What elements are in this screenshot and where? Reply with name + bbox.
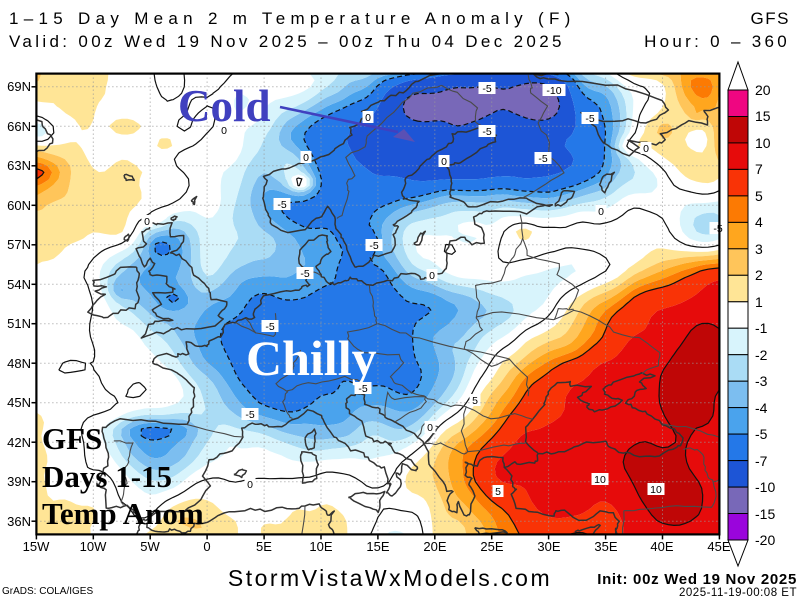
svg-text:5: 5 (755, 188, 763, 204)
svg-text:Cold: Cold (178, 81, 271, 131)
svg-text:-5: -5 (369, 240, 378, 252)
svg-text:2025-11-19-00:08 ET: 2025-11-19-00:08 ET (679, 587, 797, 599)
svg-text:10: 10 (755, 135, 771, 151)
svg-text:-10: -10 (546, 85, 561, 97)
svg-text:-5: -5 (245, 409, 254, 421)
svg-text:Chilly: Chilly (246, 330, 377, 386)
svg-text:10W: 10W (80, 539, 107, 554)
svg-text:45N: 45N (7, 395, 31, 410)
svg-text:-10: -10 (755, 479, 775, 495)
svg-text:GrADS: COLA/IGES: GrADS: COLA/IGES (2, 586, 93, 597)
svg-text:10: 10 (650, 484, 662, 496)
svg-text:Init: 00z Wed 19 Nov 2025: Init: 00z Wed 19 Nov 2025 (597, 571, 797, 588)
svg-text:-4: -4 (755, 400, 768, 416)
svg-text:42N: 42N (7, 435, 31, 450)
svg-text:15: 15 (755, 108, 771, 124)
svg-text:-5: -5 (358, 383, 367, 395)
svg-text:40E: 40E (650, 539, 673, 554)
svg-text:69N: 69N (7, 79, 31, 94)
svg-text:63N: 63N (7, 158, 31, 173)
svg-text:51N: 51N (7, 316, 31, 331)
svg-text:StormVistaWxModels.com: StormVistaWxModels.com (228, 565, 552, 591)
svg-text:0: 0 (144, 216, 150, 228)
svg-text:-5: -5 (585, 113, 594, 125)
svg-text:5E: 5E (256, 539, 272, 554)
svg-text:-5: -5 (482, 83, 491, 95)
svg-text:0: 0 (441, 156, 447, 168)
svg-text:-3: -3 (755, 373, 768, 389)
svg-text:Valid: 00z Wed 19 Nov 2025 – 0: Valid: 00z Wed 19 Nov 2025 – 00z Thu 04 … (9, 32, 565, 51)
svg-text:57N: 57N (7, 237, 31, 252)
svg-text:-2: -2 (755, 347, 768, 363)
svg-text:45E: 45E (707, 539, 730, 554)
svg-text:39N: 39N (7, 474, 31, 489)
svg-text:-5: -5 (482, 126, 491, 138)
svg-text:0: 0 (221, 125, 227, 137)
svg-text:-15: -15 (755, 506, 775, 522)
svg-text:10E: 10E (309, 539, 332, 554)
svg-text:-5: -5 (755, 426, 768, 442)
svg-text:1–15 Day Mean 2 m Temperature: 1–15 Day Mean 2 m Temperature Anomaly (F… (9, 9, 576, 28)
svg-text:0: 0 (247, 479, 253, 491)
svg-text:Temp Anom: Temp Anom (42, 496, 204, 531)
svg-text:1: 1 (755, 294, 763, 310)
svg-text:Days 1-15: Days 1-15 (42, 459, 172, 494)
svg-text:5: 5 (472, 395, 478, 407)
svg-text:2: 2 (755, 267, 763, 283)
svg-text:Hour: 0 – 360: Hour: 0 – 360 (644, 32, 790, 51)
svg-text:-1: -1 (755, 320, 768, 336)
svg-text:5: 5 (495, 486, 501, 498)
svg-text:-5: -5 (277, 199, 286, 211)
svg-text:-7: -7 (755, 453, 768, 469)
svg-text:0: 0 (427, 422, 433, 434)
svg-text:0: 0 (643, 143, 649, 155)
svg-text:0: 0 (365, 112, 371, 124)
svg-text:0: 0 (203, 539, 210, 554)
svg-text:4: 4 (755, 214, 763, 230)
svg-text:36N: 36N (7, 514, 31, 529)
svg-text:15W: 15W (23, 539, 50, 554)
svg-text:66N: 66N (7, 119, 31, 134)
svg-text:7: 7 (755, 161, 763, 177)
svg-text:GFS: GFS (751, 9, 790, 28)
svg-text:-5: -5 (538, 153, 547, 165)
svg-text:48N: 48N (7, 356, 31, 371)
svg-text:5W: 5W (140, 539, 160, 554)
svg-text:-5: -5 (265, 321, 274, 333)
svg-text:0: 0 (598, 206, 604, 218)
svg-text:GFS: GFS (42, 421, 102, 456)
svg-text:20E: 20E (423, 539, 446, 554)
svg-text:0: 0 (303, 152, 309, 164)
svg-text:10: 10 (594, 474, 606, 486)
svg-text:-20: -20 (755, 532, 775, 548)
svg-text:54N: 54N (7, 277, 31, 292)
svg-text:-5: -5 (300, 268, 309, 280)
svg-text:35E: 35E (594, 539, 617, 554)
svg-text:25E: 25E (480, 539, 503, 554)
svg-text:20: 20 (755, 82, 771, 98)
svg-text:60N: 60N (7, 198, 31, 213)
svg-text:-5: -5 (713, 223, 722, 235)
svg-text:3: 3 (755, 241, 763, 257)
svg-text:0: 0 (429, 270, 435, 282)
svg-text:15E: 15E (366, 539, 389, 554)
svg-text:30E: 30E (537, 539, 560, 554)
